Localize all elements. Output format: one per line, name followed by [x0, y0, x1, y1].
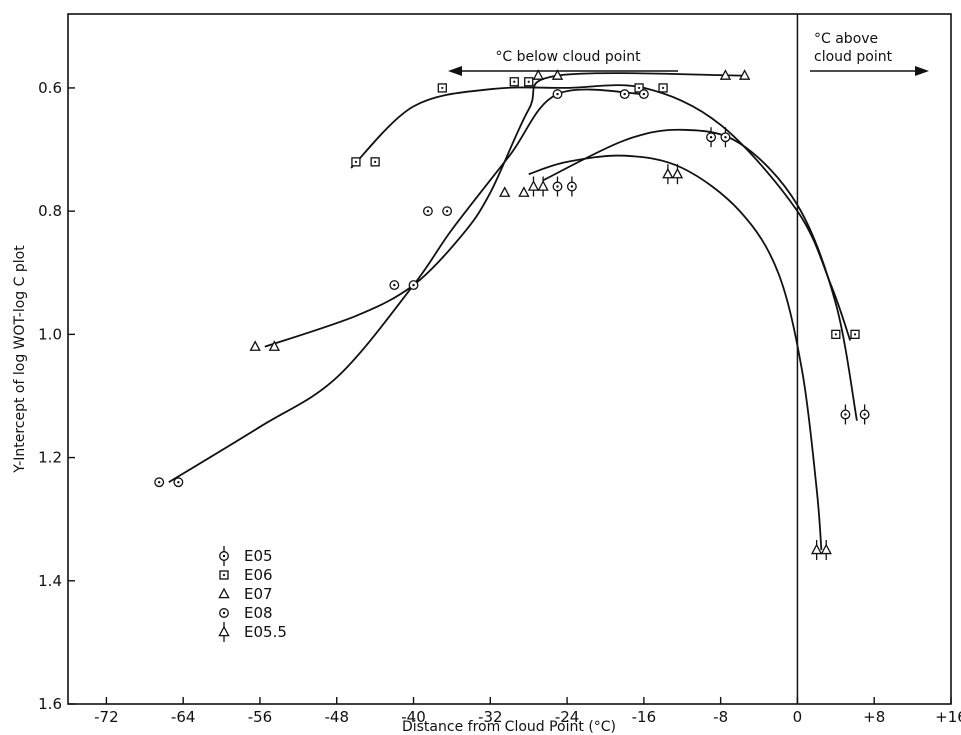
y-tick-label: 1.6 — [38, 695, 62, 713]
legend-marker-e07 — [218, 587, 230, 599]
x-tick-label: +16 — [935, 708, 961, 726]
curve-e08 — [168, 88, 644, 483]
x-tick-label: 0 — [793, 708, 803, 726]
point-e06 — [524, 77, 534, 87]
point-e08 — [422, 206, 433, 217]
point-e07 — [532, 69, 544, 80]
point-e06 — [437, 83, 447, 93]
point-e08 — [408, 280, 419, 291]
point-e05-5 — [810, 539, 823, 560]
point-e05-5 — [527, 176, 540, 197]
x-tick-label: +8 — [863, 708, 885, 726]
y-tick-label: 0.8 — [38, 202, 62, 220]
x-tick-label: -72 — [94, 708, 119, 726]
point-e06 — [634, 83, 644, 93]
annotation-below-cloud-point: °C below cloud point — [495, 49, 641, 65]
legend-marker-e08 — [219, 608, 229, 618]
point-e07 — [268, 340, 281, 351]
point-e05 — [566, 176, 577, 197]
point-e08 — [154, 477, 165, 488]
x-tick-label: -32 — [478, 708, 503, 726]
arrow-above-cloud-point — [810, 66, 929, 76]
point-e08 — [389, 280, 400, 291]
legend-label-e05: E05 — [244, 547, 273, 565]
x-tick-label: -64 — [171, 708, 196, 726]
legend-label-e08: E08 — [244, 604, 273, 622]
y-tick-label: 1.0 — [38, 325, 62, 343]
annotation-above-line-1: °C above — [814, 31, 878, 47]
point-e05-5 — [671, 164, 684, 185]
plot-frame — [67, 13, 952, 705]
point-e05 — [840, 404, 851, 425]
y-tick-label: 0.6 — [38, 79, 62, 97]
point-e08 — [442, 206, 453, 217]
point-e05-5 — [820, 539, 832, 560]
curve-e05 — [542, 128, 858, 421]
point-e06 — [370, 157, 380, 167]
legend-label-e07: E07 — [244, 585, 273, 603]
point-e06 — [850, 329, 860, 340]
x-tick-label: -16 — [632, 708, 657, 726]
legend-marker-e05-5 — [218, 622, 230, 642]
curve-e06 — [350, 84, 852, 341]
x-axis-title: Distance from Cloud Point (°C) — [402, 719, 616, 735]
point-e06 — [658, 83, 668, 93]
point-e05 — [552, 176, 563, 197]
point-e06 — [831, 329, 841, 340]
y-tick-label: 1.4 — [38, 572, 62, 590]
point-e05 — [706, 127, 717, 148]
point-e08 — [619, 89, 630, 100]
annotation-above-line-2: cloud point — [814, 49, 893, 65]
y-tick-label: 1.2 — [38, 449, 62, 467]
point-e07 — [551, 69, 564, 80]
point-e05 — [859, 404, 870, 425]
curve-e05-5 — [528, 154, 823, 551]
point-e05 — [720, 127, 731, 148]
x-tick-label: -56 — [248, 708, 273, 726]
point-e05-5 — [662, 164, 674, 185]
point-e05-5 — [537, 176, 549, 197]
x-tick-label: -40 — [401, 708, 426, 726]
point-e07 — [499, 186, 511, 197]
legend-label-e06: E06 — [244, 566, 273, 584]
legend-label-e05-5: E05.5 — [244, 623, 287, 641]
point-e06 — [351, 157, 361, 167]
x-tick-label: -8 — [713, 708, 728, 726]
point-e08 — [173, 477, 184, 488]
x-tick-label: -24 — [555, 708, 580, 726]
point-e08 — [552, 89, 563, 100]
point-e07 — [249, 340, 261, 351]
point-e07 — [719, 69, 732, 80]
legend-marker-e06 — [219, 570, 229, 580]
point-e08 — [638, 89, 649, 100]
point-e07 — [738, 69, 751, 80]
y-axis-title: Y-Intercept of log WOT-log C plot — [12, 245, 28, 474]
x-tick-label: -48 — [324, 708, 349, 726]
curve-e07 — [264, 72, 745, 348]
point-e07 — [518, 186, 530, 197]
arrow-below-cloud-point — [448, 66, 678, 76]
legend-marker-e05 — [219, 546, 229, 566]
point-e06 — [509, 77, 519, 87]
